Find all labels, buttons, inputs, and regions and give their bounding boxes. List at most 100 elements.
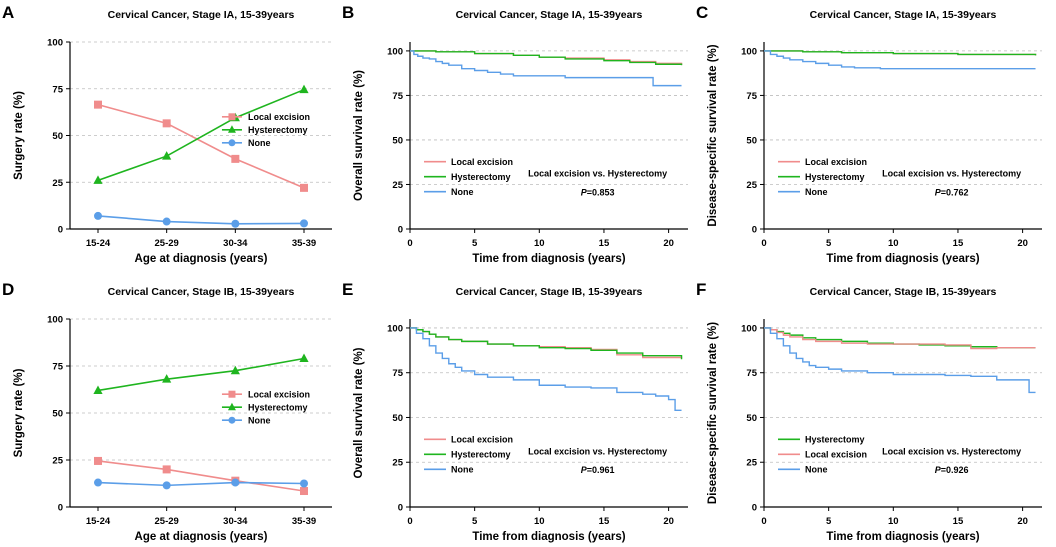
x-tick-label: 0: [761, 516, 766, 527]
series-line-local-excision: [97, 103, 305, 189]
y-tick-label: 100: [47, 315, 63, 326]
legend-label: Hysterectomy: [248, 402, 308, 412]
y-tick-label: 0: [58, 503, 63, 514]
legend-label: Local excision: [805, 157, 867, 167]
p-value: P=0.961: [581, 465, 615, 475]
legend-label: Hysterectomy: [451, 450, 511, 460]
panel-a: A Cervical Cancer, Stage IA, 15-39years 0 2…: [2, 3, 332, 265]
x-tick-label: 10: [888, 516, 899, 527]
y-tick-label: 50: [746, 135, 757, 146]
p-value: P=0.926: [935, 465, 969, 475]
panel-label: A: [2, 3, 14, 22]
data-point-none: [94, 211, 102, 220]
data-point-hysterectomy: [93, 385, 103, 394]
y-tick-label: 25: [392, 458, 403, 469]
y-tick-label: 25: [392, 180, 403, 191]
y-tick-label: 25: [52, 456, 63, 467]
legend-label: None: [248, 138, 271, 148]
survival-curve-none: [764, 327, 1036, 394]
x-tick-label: 20: [1017, 516, 1028, 527]
x-tick-label: 15-24: [86, 516, 111, 527]
panel-d: D Cervical Cancer, Stage IB, 15-39years 0 2…: [2, 280, 332, 543]
x-axis-label: Age at diagnosis (years): [135, 253, 268, 265]
p-value: P=0.853: [581, 187, 615, 197]
x-tick-label: 20: [1017, 238, 1028, 249]
x-tick-label: 20: [663, 238, 674, 249]
y-tick-label: 0: [58, 225, 63, 236]
legend-label: Local excision: [248, 389, 310, 399]
legend-marker-local-excision: [228, 390, 236, 398]
series-line-none: [97, 215, 305, 225]
x-tick-label: 10: [888, 238, 899, 249]
x-tick-label: 5: [472, 238, 478, 249]
legend-label: Hysterectomy: [805, 172, 865, 182]
x-tick-label: 35-39: [292, 238, 316, 249]
legend-marker-hysterectomy: [227, 402, 236, 411]
p-value-label: P: [581, 187, 588, 197]
x-tick-label: 15: [599, 516, 610, 527]
y-tick-label: 0: [398, 503, 403, 514]
data-point-hysterectomy: [299, 84, 309, 94]
x-tick-label: 30-34: [223, 516, 248, 527]
data-point-hysterectomy: [93, 175, 103, 184]
x-tick-label: 0: [407, 238, 412, 249]
p-value-label: P: [935, 187, 942, 197]
survival-curve-hysterectomy: [764, 327, 1036, 349]
legend-marker-none: [228, 139, 236, 147]
y-tick-label: 75: [746, 91, 757, 102]
data-point-local-excision: [94, 100, 102, 109]
legend-label: Local excision: [451, 157, 513, 167]
p-value-number: =0.762: [941, 187, 969, 197]
p-value: P=0.762: [935, 187, 969, 197]
x-axis-label: Time from diagnosis (years): [826, 531, 979, 543]
legend-label: None: [805, 465, 828, 475]
data-point-none: [300, 219, 308, 228]
y-tick-label: 50: [392, 135, 403, 146]
y-axis-label: Overall survival rate (%): [353, 70, 365, 201]
y-tick-label: 75: [392, 368, 403, 379]
data-point-local-excision: [162, 465, 171, 474]
y-tick-label: 50: [52, 131, 63, 142]
panel-label: B: [342, 3, 354, 22]
y-tick-label: 100: [741, 46, 757, 57]
y-axis-label: Disease-specific survival rate (%): [707, 44, 719, 226]
survival-curve-hysterectomy: [410, 50, 683, 66]
y-tick-label: 100: [47, 38, 63, 49]
legend-label: Local excision: [451, 435, 513, 445]
data-point-none: [231, 478, 240, 487]
data-point-local-excision: [231, 154, 240, 163]
x-tick-label: 5: [826, 238, 832, 249]
legend-label: None: [248, 415, 271, 425]
x-tick-label: 20: [663, 516, 674, 527]
legend-marker-local-excision: [228, 113, 236, 121]
y-tick-label: 25: [52, 178, 63, 189]
y-tick-label: 0: [752, 225, 757, 236]
data-point-hysterectomy: [230, 365, 240, 375]
comparison-annotation: Local excision vs. Hysterectomy: [528, 446, 667, 456]
panel-b: B Cervical Cancer, Stage IA, 15-39years 0 2…: [342, 3, 688, 265]
x-tick-label: 30-34: [223, 238, 248, 249]
panel-title: Cervical Cancer, Stage IB, 15-39years: [108, 286, 295, 298]
series-line-hysterectomy: [97, 88, 305, 182]
x-tick-label: 35-39: [292, 516, 316, 527]
x-axis-label: Age at diagnosis (years): [135, 531, 268, 543]
comparison-annotation: Local excision vs. Hysterectomy: [528, 169, 667, 179]
x-tick-label: 25-29: [155, 238, 179, 249]
survival-curve-none: [410, 50, 682, 87]
panel-title: Cervical Cancer, Stage IB, 15-39years: [810, 286, 997, 298]
x-tick-label: 15: [953, 516, 964, 527]
data-point-local-excision: [94, 456, 102, 465]
data-point-hysterectomy: [162, 151, 172, 160]
series-line-none: [97, 481, 305, 487]
x-tick-label: 10: [534, 516, 545, 527]
y-tick-label: 0: [752, 503, 757, 514]
legend-label: None: [451, 187, 474, 197]
panel-title: Cervical Cancer, Stage IA, 15-39years: [108, 9, 295, 21]
data-point-none: [94, 478, 102, 487]
p-value-number: =0.961: [587, 465, 615, 475]
x-tick-label: 15: [599, 238, 610, 249]
data-point-none: [300, 479, 308, 488]
panel-label: D: [2, 280, 14, 299]
y-tick-label: 25: [746, 458, 757, 469]
